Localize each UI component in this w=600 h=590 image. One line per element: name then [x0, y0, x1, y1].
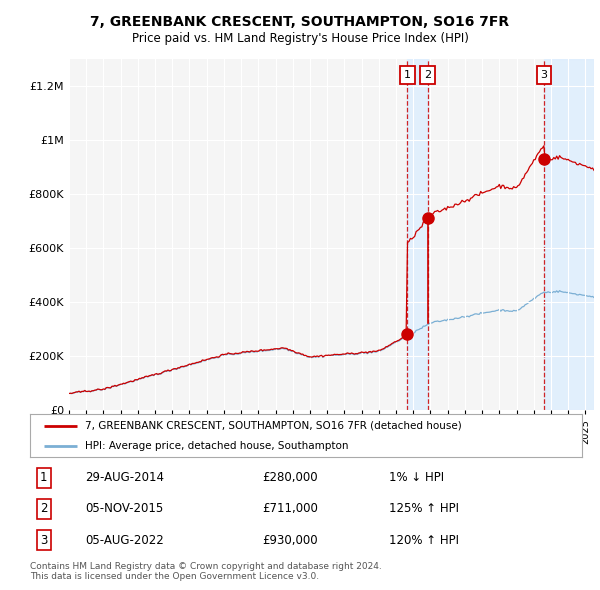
Text: £711,000: £711,000	[262, 502, 318, 516]
Text: 05-NOV-2015: 05-NOV-2015	[85, 502, 163, 516]
Text: 2: 2	[40, 502, 47, 516]
Text: 125% ↑ HPI: 125% ↑ HPI	[389, 502, 459, 516]
Text: 1% ↓ HPI: 1% ↓ HPI	[389, 471, 444, 484]
Text: 29-AUG-2014: 29-AUG-2014	[85, 471, 164, 484]
Text: 7, GREENBANK CRESCENT, SOUTHAMPTON, SO16 7FR: 7, GREENBANK CRESCENT, SOUTHAMPTON, SO16…	[91, 15, 509, 29]
Text: £280,000: £280,000	[262, 471, 317, 484]
Bar	[544, 59, 594, 410]
Bar	[407, 59, 428, 410]
Text: 1: 1	[404, 70, 411, 80]
Text: 3: 3	[541, 70, 547, 80]
Text: £930,000: £930,000	[262, 533, 317, 546]
Text: 1: 1	[40, 471, 47, 484]
Text: 7, GREENBANK CRESCENT, SOUTHAMPTON, SO16 7FR (detached house): 7, GREENBANK CRESCENT, SOUTHAMPTON, SO16…	[85, 421, 462, 431]
Text: 05-AUG-2022: 05-AUG-2022	[85, 533, 164, 546]
Text: Price paid vs. HM Land Registry's House Price Index (HPI): Price paid vs. HM Land Registry's House …	[131, 32, 469, 45]
Text: 3: 3	[40, 533, 47, 546]
Text: HPI: Average price, detached house, Southampton: HPI: Average price, detached house, Sout…	[85, 441, 349, 451]
Text: Contains HM Land Registry data © Crown copyright and database right 2024.
This d: Contains HM Land Registry data © Crown c…	[30, 562, 382, 581]
Text: 2: 2	[424, 70, 431, 80]
Text: 120% ↑ HPI: 120% ↑ HPI	[389, 533, 459, 546]
